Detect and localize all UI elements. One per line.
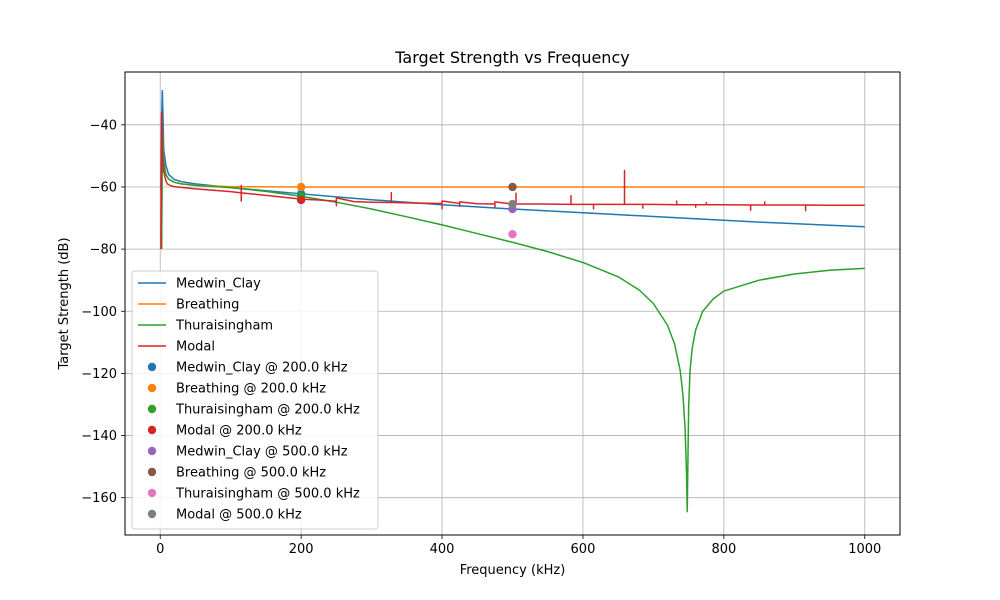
legend-label-breathing: Breathing bbox=[176, 298, 239, 313]
legend-swatch-breathing-200-0-khz bbox=[147, 383, 157, 393]
legend-swatch-thuraisingham-200-0-khz bbox=[147, 404, 157, 414]
series-line-modal bbox=[160, 111, 865, 250]
legend-label-modal-200-0-khz: Modal @ 200.0 kHz bbox=[176, 424, 302, 439]
point-thuraisingham-500-0-khz bbox=[508, 230, 517, 239]
x-tick-label: 400 bbox=[430, 542, 455, 557]
x-axis-ticks: 0 200 400 600 800 1000 bbox=[156, 535, 881, 557]
y-axis-label: Target Strength (dB) bbox=[57, 237, 72, 370]
legend-label-modal: Modal bbox=[176, 340, 215, 355]
x-axis-label: Frequency (kHz) bbox=[460, 563, 566, 578]
legend-label-breathing-500-0-khz: Breathing @ 500.0 kHz bbox=[176, 466, 326, 481]
legend-swatch-modal-500-0-khz bbox=[147, 509, 157, 519]
legend-label-thuraisingham-500-0-khz: Thuraisingham @ 500.0 kHz bbox=[175, 487, 360, 502]
series-line-thuraisingham bbox=[160, 130, 865, 513]
legend: Medwin_Clay Breathing Thuraisingham Modal Me… bbox=[131, 270, 379, 530]
legend-label-medwin-clay-500-0-khz: Medwin_Clay @ 500.0 kHz bbox=[176, 445, 348, 460]
plot-frame bbox=[124, 71, 901, 536]
point-modal-500-0-khz bbox=[508, 199, 517, 209]
legend-label-medwin-clay-200-0-khz: Medwin_Clay @ 200.0 kHz bbox=[176, 361, 348, 376]
legend-label-thuraisingham-200-0-khz: Thuraisingham @ 200.0 kHz bbox=[175, 403, 360, 418]
legend-label-medwin-clay: Medwin_Clay bbox=[176, 277, 261, 292]
legend-swatch-breathing-500-0-khz bbox=[147, 467, 157, 477]
y-tick-label: −60 bbox=[90, 180, 117, 195]
legend-label-modal-500-0-khz: Modal @ 500.0 kHz bbox=[176, 508, 302, 523]
x-tick-label: 200 bbox=[289, 542, 314, 557]
series-line-medwin-clay bbox=[160, 89, 865, 228]
y-tick-label: −120 bbox=[81, 367, 117, 382]
y-axis-ticks: −160 −140 −120 −100 −80 −60 −40 bbox=[81, 118, 125, 506]
legend-swatch-medwin-clay-200-0-khz bbox=[147, 362, 157, 372]
y-tick-label: −140 bbox=[81, 429, 117, 444]
y-tick-label: −40 bbox=[90, 118, 117, 133]
legend-swatch-modal-200-0-khz bbox=[147, 425, 157, 435]
point-breathing-200-0-khz bbox=[296, 182, 306, 192]
legend-label-thuraisingham: Thuraisingham bbox=[175, 319, 273, 334]
legend-swatch-medwin-clay-500-0-khz bbox=[147, 446, 157, 456]
legend-box bbox=[131, 270, 379, 530]
x-tick-label: 800 bbox=[711, 542, 736, 557]
point-modal-200-0-khz bbox=[296, 195, 306, 205]
x-tick-label: 600 bbox=[571, 542, 596, 557]
legend-swatch-thuraisingham-500-0-khz bbox=[147, 488, 157, 498]
legend-label-breathing-200-0-khz: Breathing @ 200.0 kHz bbox=[176, 382, 326, 397]
chart-title: Target Strength vs Frequency bbox=[394, 48, 629, 67]
x-tick-label: 1000 bbox=[848, 542, 881, 557]
y-tick-label: −100 bbox=[81, 305, 117, 320]
scatter-points bbox=[296, 182, 517, 239]
y-tick-label: −80 bbox=[90, 243, 117, 258]
x-tick-label: 0 bbox=[156, 542, 164, 557]
point-breathing-500-0-khz bbox=[508, 182, 517, 192]
y-tick-label: −160 bbox=[81, 491, 117, 506]
